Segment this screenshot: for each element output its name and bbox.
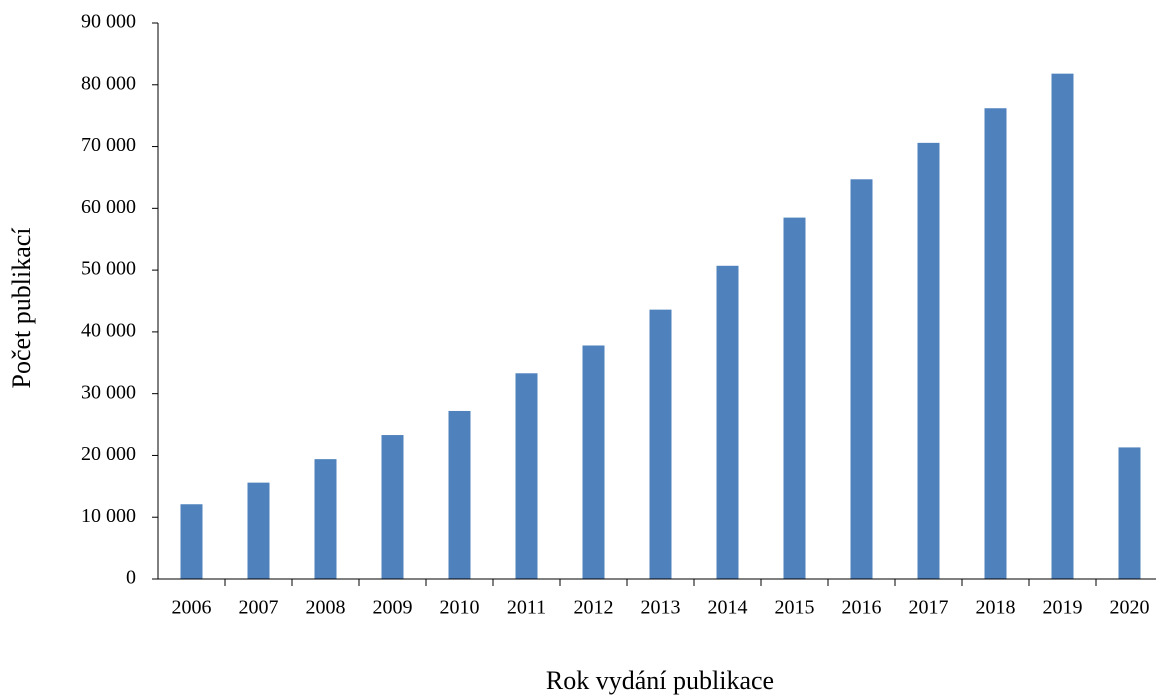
x-tick-label: 2009: [373, 597, 413, 619]
x-tick-label: 2007: [239, 597, 279, 619]
bar: [917, 142, 940, 580]
y-tick-label: 50 000: [81, 258, 136, 280]
bar: [381, 435, 404, 579]
y-tick-label: 20 000: [81, 443, 136, 465]
x-tick-label: 2015: [775, 597, 815, 619]
x-tick-label: 2013: [641, 597, 681, 619]
x-tick-label: 2018: [976, 597, 1016, 619]
bar: [984, 108, 1007, 580]
x-axis-title: Rok vydání publikace: [546, 666, 774, 695]
x-tick-label: 2014: [708, 597, 748, 619]
y-axis-title: Počet publikací: [7, 227, 36, 388]
x-tick-label: 2008: [306, 597, 346, 619]
bar: [180, 504, 203, 579]
y-tick-label: 60 000: [81, 196, 136, 218]
y-tick-label: 40 000: [81, 319, 136, 341]
bar: [1118, 447, 1141, 579]
x-tick-label: 2020: [1110, 597, 1150, 619]
x-tick-label: 2010: [440, 597, 480, 619]
bar: [515, 373, 538, 579]
bar: [314, 459, 337, 579]
bar: [1051, 73, 1074, 579]
y-tick-label: 80 000: [81, 72, 136, 94]
bar: [582, 345, 605, 579]
y-tick-label: 70 000: [81, 134, 136, 156]
bar: [850, 179, 873, 579]
x-tick-label: 2011: [507, 597, 546, 619]
y-tick-label: 30 000: [81, 381, 136, 403]
y-tick-label: 10 000: [81, 505, 136, 527]
y-tick-label: 0: [126, 567, 136, 589]
x-tick-label: 2012: [574, 597, 614, 619]
y-tick-label: 90 000: [81, 11, 136, 33]
bar: [649, 309, 672, 579]
bar: [247, 482, 270, 579]
x-tick-label: 2017: [909, 597, 949, 619]
x-tick-label: 2019: [1043, 597, 1083, 619]
bar: [783, 217, 806, 579]
bar: [716, 265, 739, 579]
bar: [448, 410, 471, 579]
x-tick-label: 2016: [842, 597, 882, 619]
x-tick-label: 2006: [172, 597, 212, 619]
